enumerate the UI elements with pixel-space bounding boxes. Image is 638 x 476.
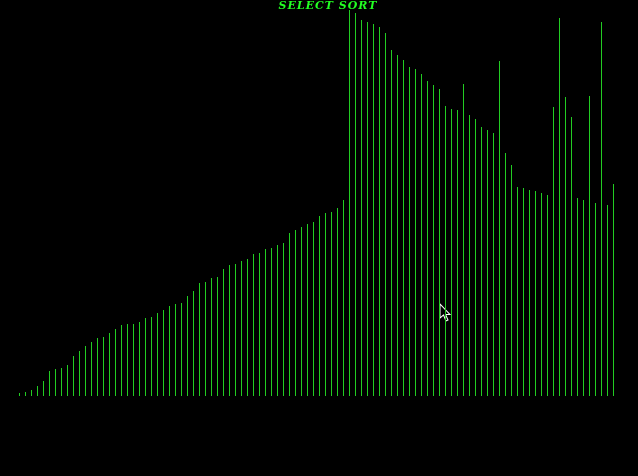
title: SELECT SORT — [279, 0, 378, 12]
